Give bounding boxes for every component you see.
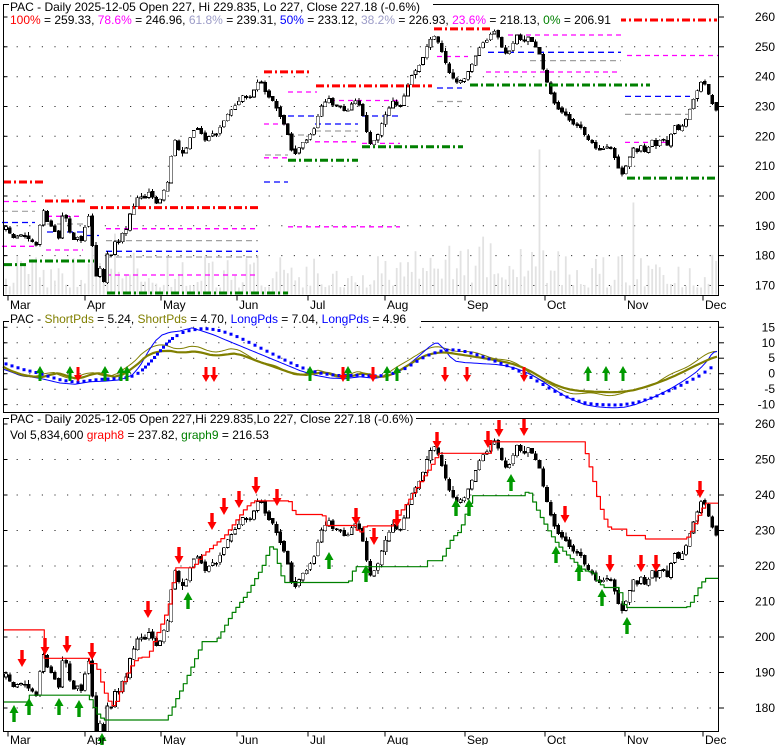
svg-text:PAC - ShortPds = 5.24, ShortPd: PAC - ShortPds = 5.24, ShortPds = 4.70, …: [10, 312, 406, 326]
svg-text:Dec: Dec: [705, 298, 726, 312]
svg-text:Mar: Mar: [10, 733, 31, 745]
svg-text:200: 200: [755, 630, 775, 644]
svg-text:10: 10: [762, 336, 776, 350]
svg-text:240: 240: [755, 70, 775, 84]
svg-text:Jul: Jul: [310, 298, 325, 312]
svg-text:PAC - Daily 2025-12-05 Open 22: PAC - Daily 2025-12-05 Open 227,Hi 229.8…: [10, 412, 413, 426]
svg-text:May: May: [163, 733, 186, 745]
svg-text:Jun: Jun: [239, 733, 258, 745]
svg-text:Sep: Sep: [467, 733, 489, 745]
svg-text:220: 220: [755, 129, 775, 143]
svg-text:210: 210: [755, 159, 775, 173]
svg-text:-10: -10: [758, 398, 776, 412]
svg-text:Vol 5,834,600 graph8 = 237.82,: Vol 5,834,600 graph8 = 237.82, graph9 = …: [10, 428, 269, 442]
svg-text:260: 260: [755, 10, 775, 24]
svg-text:Nov: Nov: [627, 733, 648, 745]
svg-text:May: May: [163, 298, 186, 312]
svg-text:Sep: Sep: [467, 298, 489, 312]
svg-text:Aug: Aug: [387, 298, 408, 312]
svg-text:210: 210: [755, 595, 775, 609]
svg-text:Oct: Oct: [547, 733, 566, 745]
svg-text:Mar: Mar: [10, 298, 31, 312]
svg-text:230: 230: [755, 100, 775, 114]
svg-text:240: 240: [755, 488, 775, 502]
svg-text:250: 250: [755, 453, 775, 467]
svg-text:Jun: Jun: [239, 298, 258, 312]
svg-text:15: 15: [762, 320, 776, 334]
svg-text:0: 0: [768, 367, 775, 381]
svg-text:230: 230: [755, 524, 775, 538]
svg-text:Apr: Apr: [87, 298, 106, 312]
svg-text:PAC - Daily 2025-12-05 Open 22: PAC - Daily 2025-12-05 Open 227, Hi 229.…: [10, 0, 420, 14]
svg-text:Oct: Oct: [547, 298, 566, 312]
svg-text:260: 260: [755, 417, 775, 431]
svg-text:180: 180: [755, 701, 775, 715]
svg-text:170: 170: [755, 279, 775, 293]
svg-text:Jul: Jul: [310, 733, 325, 745]
svg-text:180: 180: [755, 249, 775, 263]
svg-text:-5: -5: [764, 382, 775, 396]
svg-text:100% = 259.33, 78.6% = 246.96,: 100% = 259.33, 78.6% = 246.96, 61.8% = 2…: [10, 13, 611, 27]
svg-text:Nov: Nov: [627, 298, 648, 312]
svg-text:220: 220: [755, 559, 775, 573]
svg-text:200: 200: [755, 189, 775, 203]
svg-text:Apr: Apr: [87, 733, 106, 745]
svg-text:5: 5: [768, 351, 775, 365]
svg-text:190: 190: [755, 666, 775, 680]
svg-text:190: 190: [755, 219, 775, 233]
svg-text:Aug: Aug: [387, 733, 408, 745]
svg-text:Dec: Dec: [705, 733, 726, 745]
svg-text:250: 250: [755, 40, 775, 54]
